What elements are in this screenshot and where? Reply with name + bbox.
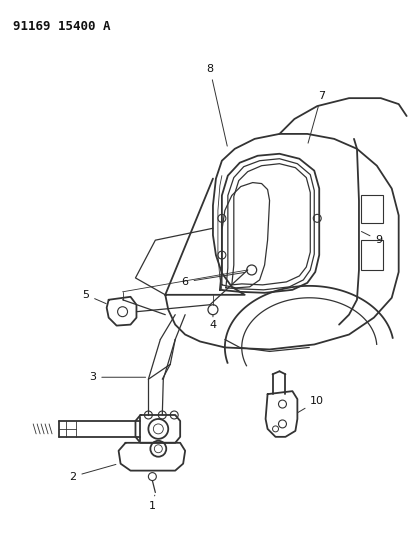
Bar: [361, 240, 383, 270]
Text: 91169 15400 A: 91169 15400 A: [13, 20, 111, 33]
Text: 9: 9: [361, 231, 382, 245]
Text: 7: 7: [308, 91, 325, 143]
Text: 1: 1: [149, 495, 156, 511]
Text: 8: 8: [206, 64, 227, 146]
Bar: [361, 196, 383, 223]
Text: 3: 3: [89, 372, 145, 382]
Text: 2: 2: [69, 464, 116, 482]
Text: 5: 5: [82, 290, 106, 304]
Text: 4: 4: [209, 314, 217, 329]
Text: 10: 10: [298, 396, 324, 413]
Text: 6: 6: [182, 272, 245, 287]
